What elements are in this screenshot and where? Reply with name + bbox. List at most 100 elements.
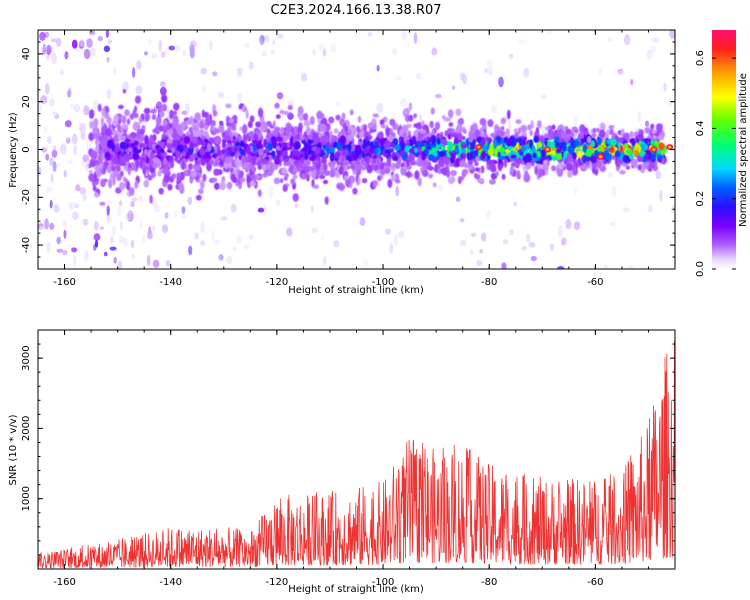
heat-cell bbox=[225, 157, 230, 164]
heat-cell bbox=[169, 109, 175, 120]
heat-cell bbox=[173, 142, 178, 147]
heat-cell bbox=[263, 138, 268, 148]
heat-cell bbox=[282, 184, 288, 192]
heat-cell bbox=[192, 126, 199, 132]
heat-cell bbox=[592, 167, 596, 174]
heat-cell bbox=[139, 220, 144, 229]
heat-cell bbox=[413, 32, 418, 44]
heat-cell bbox=[330, 168, 336, 178]
heat-cell bbox=[547, 130, 555, 138]
heat-cell bbox=[287, 105, 293, 111]
heat-cell bbox=[100, 117, 105, 127]
heat-cell bbox=[616, 166, 620, 172]
heat-cell bbox=[607, 37, 613, 43]
heat-cell bbox=[363, 124, 367, 132]
heat-cell bbox=[185, 119, 193, 125]
heat-cell bbox=[276, 136, 283, 142]
heat-cell bbox=[162, 166, 168, 175]
heat-cell bbox=[592, 127, 597, 134]
heat-cell bbox=[428, 173, 434, 179]
heat-cell bbox=[541, 169, 546, 176]
heat-cell bbox=[462, 73, 468, 85]
heat-cell bbox=[238, 135, 243, 143]
heat-cell bbox=[479, 249, 484, 254]
heat-cell bbox=[140, 135, 145, 142]
heat-cell bbox=[242, 105, 246, 113]
heat-cell bbox=[611, 186, 617, 196]
heat-cell bbox=[421, 120, 425, 127]
heat-cell bbox=[416, 141, 424, 148]
heat-cell bbox=[97, 35, 103, 42]
heat-cell bbox=[94, 192, 100, 198]
heat-cell bbox=[188, 163, 193, 170]
heat-cell bbox=[571, 132, 575, 137]
heat-cell bbox=[82, 154, 90, 163]
heat-cell bbox=[566, 153, 573, 162]
heat-cell bbox=[294, 202, 299, 209]
snr-x-ticks: -160 -140 -120 -100 -80 -60 bbox=[37, 330, 676, 588]
heat-cell bbox=[213, 182, 220, 190]
heat-cell bbox=[668, 145, 672, 149]
heat-cell bbox=[73, 254, 77, 267]
heat-cell bbox=[345, 178, 351, 187]
heat-cell bbox=[108, 178, 113, 189]
heat-cell bbox=[326, 146, 331, 155]
heat-cell bbox=[201, 84, 208, 94]
heat-cell bbox=[404, 144, 410, 154]
heat-cell bbox=[481, 139, 486, 146]
heat-cell bbox=[413, 113, 417, 119]
heat-cell bbox=[645, 120, 649, 127]
heat-cell bbox=[64, 120, 72, 128]
heat-cell bbox=[286, 142, 292, 148]
heat-cell bbox=[275, 114, 281, 119]
heat-cell bbox=[99, 226, 105, 231]
heat-cell bbox=[372, 123, 377, 130]
heat-cell bbox=[551, 124, 556, 131]
heat-cell bbox=[214, 145, 218, 154]
heat-cell bbox=[93, 99, 99, 110]
heat-cell bbox=[357, 176, 361, 184]
heat-cell bbox=[459, 160, 466, 167]
heat-cell bbox=[156, 101, 163, 110]
heat-cell bbox=[331, 135, 335, 140]
heat-cell bbox=[343, 148, 348, 156]
heat-cell bbox=[293, 126, 299, 135]
heat-cell bbox=[141, 160, 146, 169]
heat-cell bbox=[198, 120, 205, 129]
heat-cell bbox=[586, 136, 592, 144]
heat-cell bbox=[56, 162, 62, 167]
heat-cell bbox=[312, 49, 316, 56]
heat-cell bbox=[93, 244, 97, 251]
heat-cell bbox=[384, 149, 391, 155]
heat-cell bbox=[56, 37, 62, 48]
heat-cell bbox=[565, 129, 572, 135]
heat-cell bbox=[248, 130, 255, 137]
heat-cell bbox=[257, 189, 262, 198]
heat-cell bbox=[508, 119, 512, 132]
heat-cell bbox=[347, 129, 352, 135]
heat-cell bbox=[187, 196, 193, 205]
heat-cell bbox=[474, 161, 479, 167]
heat-cell bbox=[150, 53, 158, 59]
heat-cell bbox=[87, 37, 92, 47]
heat-cell bbox=[648, 204, 653, 213]
heat-cell bbox=[498, 147, 506, 154]
heat-cell bbox=[63, 169, 67, 178]
heat-cell bbox=[479, 118, 487, 126]
heat-cell bbox=[630, 78, 634, 86]
heat-cell bbox=[123, 128, 127, 135]
heat-cell bbox=[51, 52, 58, 65]
heat-cell bbox=[95, 170, 100, 176]
x-tick-label: -140 bbox=[159, 577, 182, 588]
heat-cell bbox=[201, 135, 206, 140]
heat-cell bbox=[236, 92, 243, 102]
heat-cell bbox=[79, 122, 87, 135]
heat-cell bbox=[132, 121, 140, 131]
heat-cell bbox=[92, 126, 99, 135]
heat-cell bbox=[448, 122, 454, 127]
heat-cell bbox=[124, 152, 131, 162]
heat-cell bbox=[401, 30, 408, 41]
heat-cell bbox=[637, 164, 642, 171]
heat-cell bbox=[92, 178, 99, 183]
heat-cell bbox=[92, 184, 97, 192]
